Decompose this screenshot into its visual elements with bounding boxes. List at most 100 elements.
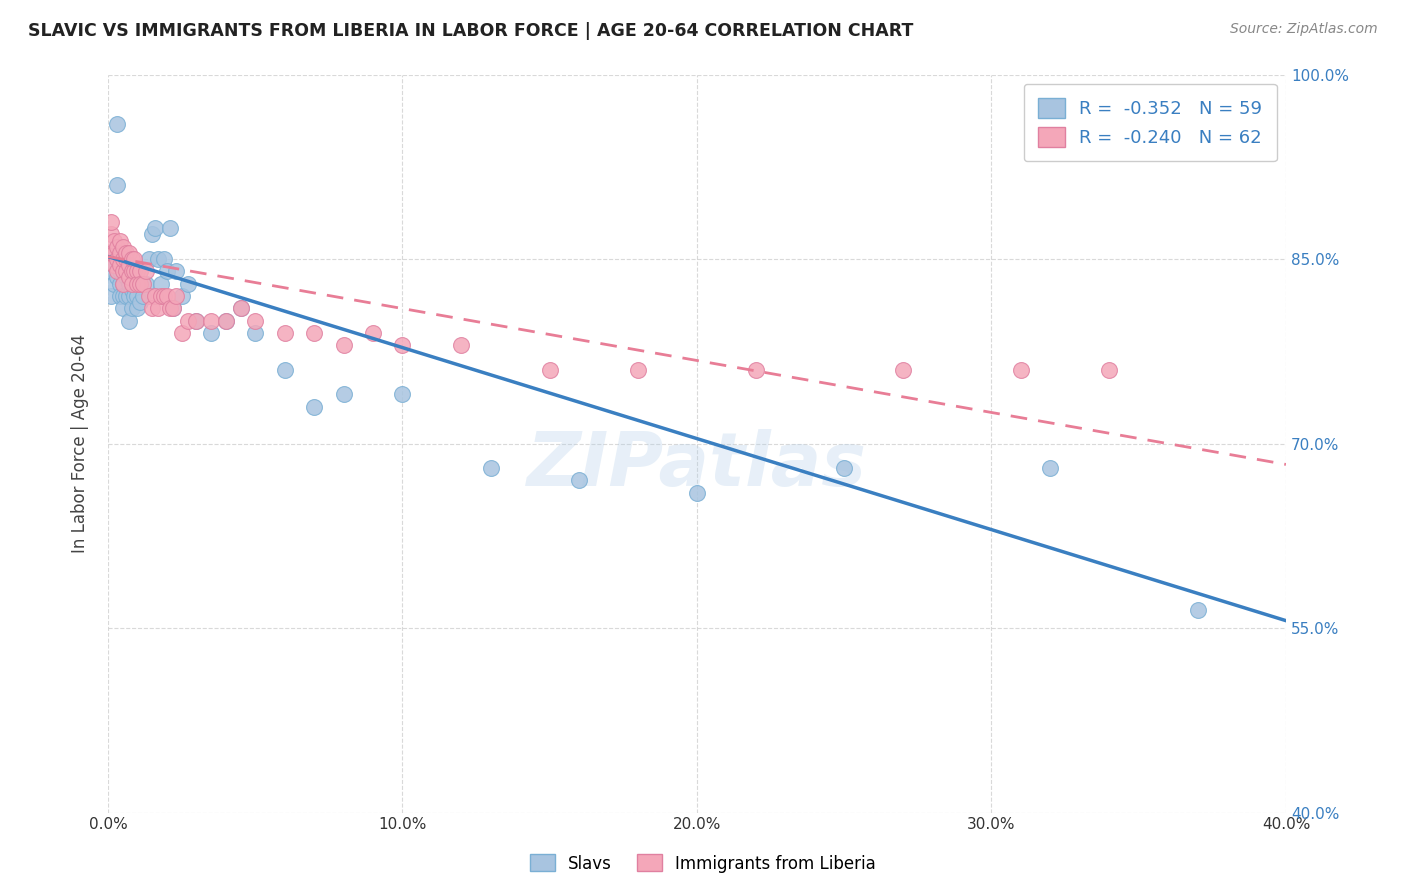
Point <box>141 227 163 242</box>
Point <box>141 301 163 316</box>
Point <box>361 326 384 340</box>
Point <box>302 400 325 414</box>
Point <box>229 301 252 316</box>
Point <box>121 301 143 316</box>
Point <box>103 245 125 260</box>
Point <box>111 264 134 278</box>
Point <box>124 277 146 291</box>
Point <box>127 264 149 278</box>
Point <box>162 301 184 316</box>
Point <box>391 387 413 401</box>
Point <box>100 245 122 260</box>
Point <box>117 258 139 272</box>
Point <box>100 215 122 229</box>
Point <box>1039 461 1062 475</box>
Point <box>127 277 149 291</box>
Point <box>135 277 157 291</box>
Point <box>114 258 136 272</box>
Y-axis label: In Labor Force | Age 20-64: In Labor Force | Age 20-64 <box>72 334 89 553</box>
Point <box>165 289 187 303</box>
Point <box>176 313 198 327</box>
Point <box>117 270 139 285</box>
Point <box>129 295 152 310</box>
Point <box>111 289 134 303</box>
Point <box>117 245 139 260</box>
Point <box>121 252 143 266</box>
Point <box>103 245 125 260</box>
Point <box>176 277 198 291</box>
Point <box>159 301 181 316</box>
Point <box>153 289 176 303</box>
Point <box>186 313 208 327</box>
Legend: R =  -0.352   N = 59, R =  -0.240   N = 62: R = -0.352 N = 59, R = -0.240 N = 62 <box>1024 84 1277 161</box>
Point <box>114 264 136 278</box>
Point <box>108 289 131 303</box>
Point <box>1010 362 1032 376</box>
Point <box>273 326 295 340</box>
Point <box>245 313 267 327</box>
Text: ZIPatlas: ZIPatlas <box>527 429 868 502</box>
Point <box>143 221 166 235</box>
Point <box>124 289 146 303</box>
Point <box>332 338 354 352</box>
Point <box>1187 602 1209 616</box>
Point <box>1098 362 1121 376</box>
Point <box>215 313 238 327</box>
Point <box>186 313 208 327</box>
Point <box>108 277 131 291</box>
Point <box>105 178 128 193</box>
Point <box>273 362 295 376</box>
Point <box>745 362 768 376</box>
Point <box>105 264 128 278</box>
Point <box>127 277 149 291</box>
Text: Source: ZipAtlas.com: Source: ZipAtlas.com <box>1230 22 1378 37</box>
Point <box>105 117 128 131</box>
Point <box>129 264 152 278</box>
Point <box>245 326 267 340</box>
Point <box>450 338 472 352</box>
Point <box>103 258 125 272</box>
Point <box>170 326 193 340</box>
Point <box>129 277 152 291</box>
Point <box>121 277 143 291</box>
Point <box>103 234 125 248</box>
Point <box>108 252 131 266</box>
Point <box>117 313 139 327</box>
Point <box>391 338 413 352</box>
Point <box>568 474 591 488</box>
Point <box>105 270 128 285</box>
Point <box>200 313 222 327</box>
Point <box>124 252 146 266</box>
Point <box>156 264 179 278</box>
Point <box>100 227 122 242</box>
Point <box>627 362 650 376</box>
Point <box>150 277 173 291</box>
Point <box>103 277 125 291</box>
Legend: Slavs, Immigrants from Liberia: Slavs, Immigrants from Liberia <box>523 847 883 880</box>
Point <box>891 362 914 376</box>
Point <box>108 258 131 272</box>
Point <box>117 277 139 291</box>
Point <box>100 264 122 278</box>
Point <box>538 362 561 376</box>
Point <box>165 264 187 278</box>
Text: SLAVIC VS IMMIGRANTS FROM LIBERIA IN LABOR FORCE | AGE 20-64 CORRELATION CHART: SLAVIC VS IMMIGRANTS FROM LIBERIA IN LAB… <box>28 22 914 40</box>
Point <box>150 289 173 303</box>
Point <box>108 264 131 278</box>
Point <box>138 289 160 303</box>
Point <box>200 326 222 340</box>
Point <box>159 221 181 235</box>
Point <box>153 252 176 266</box>
Point <box>100 289 122 303</box>
Point <box>121 283 143 297</box>
Point <box>132 277 155 291</box>
Point <box>127 289 149 303</box>
Point <box>146 252 169 266</box>
Point <box>229 301 252 316</box>
Point <box>114 289 136 303</box>
Point <box>117 289 139 303</box>
Point <box>111 301 134 316</box>
Point <box>135 264 157 278</box>
Point <box>302 326 325 340</box>
Point <box>121 264 143 278</box>
